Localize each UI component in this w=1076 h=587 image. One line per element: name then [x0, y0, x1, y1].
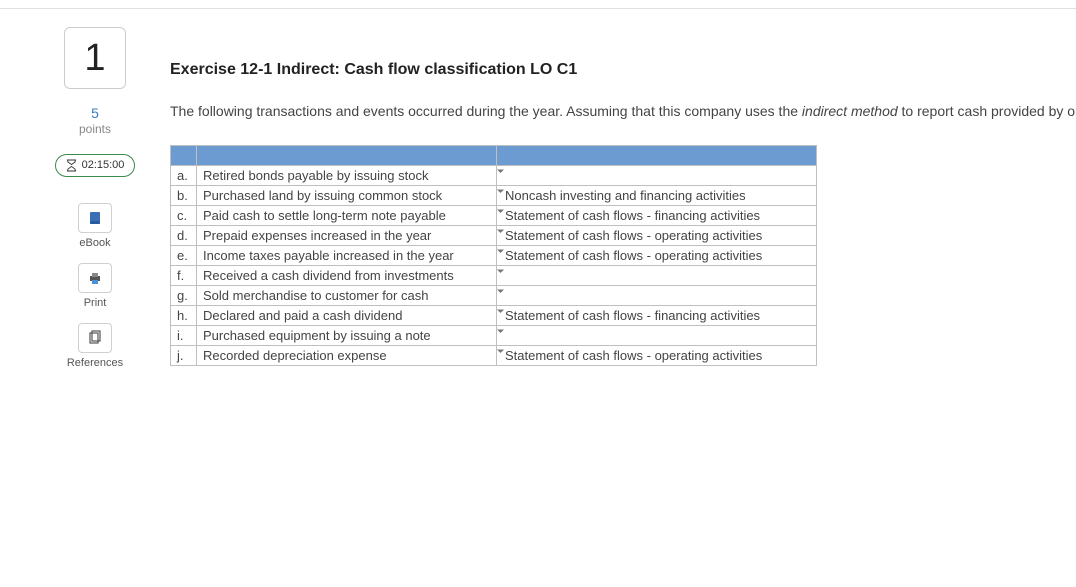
row-answer-dropdown[interactable]: Statement of cash flows - financing acti…: [497, 306, 817, 326]
row-letter: d.: [171, 226, 197, 246]
row-description: Income taxes payable increased in the ye…: [197, 246, 497, 266]
row-letter: h.: [171, 306, 197, 326]
table-row: d.Prepaid expenses increased in the year…: [171, 226, 817, 246]
ebook-icon: [78, 203, 112, 233]
table-row: c.Paid cash to settle long-term note pay…: [171, 206, 817, 226]
table-row: g.Sold merchandise to customer for cash: [171, 286, 817, 306]
row-letter: b.: [171, 186, 197, 206]
row-answer-dropdown[interactable]: Noncash investing and financing activiti…: [497, 186, 817, 206]
page-wrap: 1 5 points 02:15:00 eBook Print: [0, 9, 1076, 383]
row-description: Sold merchandise to customer for cash: [197, 286, 497, 306]
row-answer-text: Statement of cash flows - operating acti…: [505, 348, 762, 363]
points-value: 5: [40, 105, 150, 122]
row-description: Prepaid expenses increased in the year: [197, 226, 497, 246]
dropdown-arrow-icon: [497, 326, 504, 333]
tool-references-label: References: [65, 357, 125, 369]
row-answer-dropdown[interactable]: [497, 326, 817, 346]
dropdown-arrow-icon: [497, 286, 504, 293]
row-description: Purchased land by issuing common stock: [197, 186, 497, 206]
desc-post: to report cash provided by operating act…: [898, 103, 1076, 119]
row-answer-text: Statement of cash flows - financing acti…: [505, 308, 760, 323]
row-answer-dropdown[interactable]: [497, 166, 817, 186]
table-header-row: [171, 146, 817, 166]
dropdown-arrow-icon: [497, 226, 504, 233]
row-answer-dropdown[interactable]: Statement of cash flows - operating acti…: [497, 226, 817, 246]
row-answer-dropdown[interactable]: Statement of cash flows - financing acti…: [497, 206, 817, 226]
dropdown-arrow-icon: [497, 346, 504, 353]
tool-print-label: Print: [65, 297, 125, 309]
question-number: 1: [84, 37, 105, 80]
table-row: b.Purchased land by issuing common stock…: [171, 186, 817, 206]
row-description: Declared and paid a cash dividend: [197, 306, 497, 326]
table-row: a.Retired bonds payable by issuing stock: [171, 166, 817, 186]
row-letter: a.: [171, 166, 197, 186]
table-row: h.Declared and paid a cash dividend State…: [171, 306, 817, 326]
row-answer-text: Noncash investing and financing activiti…: [505, 188, 746, 203]
question-number-box: 1: [64, 27, 126, 89]
dropdown-arrow-icon: [497, 306, 504, 313]
row-description: Recorded depreciation expense: [197, 346, 497, 366]
row-answer-dropdown[interactable]: [497, 286, 817, 306]
row-letter: c.: [171, 206, 197, 226]
main-content: Exercise 12-1 Indirect: Cash flow classi…: [150, 27, 1076, 366]
row-answer-text: Statement of cash flows - financing acti…: [505, 208, 760, 223]
exercise-title: Exercise 12-1 Indirect: Cash flow classi…: [170, 61, 1076, 79]
tool-references[interactable]: References: [65, 323, 125, 369]
sidebar: 1 5 points 02:15:00 eBook Print: [40, 27, 150, 383]
hourglass-icon: [66, 159, 77, 172]
points-label: points: [40, 122, 150, 136]
timer-value: 02:15:00: [82, 159, 125, 171]
row-letter: f.: [171, 266, 197, 286]
classification-table: a.Retired bonds payable by issuing stock…: [170, 145, 817, 366]
row-description: Purchased equipment by issuing a note: [197, 326, 497, 346]
print-icon: [78, 263, 112, 293]
row-letter: e.: [171, 246, 197, 266]
tool-ebook[interactable]: eBook: [65, 203, 125, 249]
row-description: Paid cash to settle long-term note payab…: [197, 206, 497, 226]
desc-pre: The following transactions and events oc…: [170, 103, 802, 119]
table-row: j.Recorded depreciation expense Statement…: [171, 346, 817, 366]
row-answer-text: Statement of cash flows - operating acti…: [505, 228, 762, 243]
row-answer-dropdown[interactable]: Statement of cash flows - operating acti…: [497, 346, 817, 366]
row-answer-text: Statement of cash flows - operating acti…: [505, 248, 762, 263]
table-row: i.Purchased equipment by issuing a note: [171, 326, 817, 346]
tool-ebook-label: eBook: [65, 237, 125, 249]
row-description: Received a cash dividend from investment…: [197, 266, 497, 286]
row-letter: g.: [171, 286, 197, 306]
row-letter: j.: [171, 346, 197, 366]
table-row: e.Income taxes payable increased in the …: [171, 246, 817, 266]
row-description: Retired bonds payable by issuing stock: [197, 166, 497, 186]
row-answer-dropdown[interactable]: Statement of cash flows - operating acti…: [497, 246, 817, 266]
table-row: f.Received a cash dividend from investme…: [171, 266, 817, 286]
dropdown-arrow-icon: [497, 186, 504, 193]
row-answer-dropdown[interactable]: [497, 266, 817, 286]
dropdown-arrow-icon: [497, 266, 504, 273]
tool-print[interactable]: Print: [65, 263, 125, 309]
row-letter: i.: [171, 326, 197, 346]
dropdown-arrow-icon: [497, 166, 504, 173]
timer-pill[interactable]: 02:15:00: [55, 154, 136, 177]
exercise-description: The following transactions and events oc…: [170, 101, 1076, 121]
dropdown-arrow-icon: [497, 246, 504, 253]
dropdown-arrow-icon: [497, 206, 504, 213]
references-icon: [78, 323, 112, 353]
desc-em: indirect method: [802, 103, 898, 119]
